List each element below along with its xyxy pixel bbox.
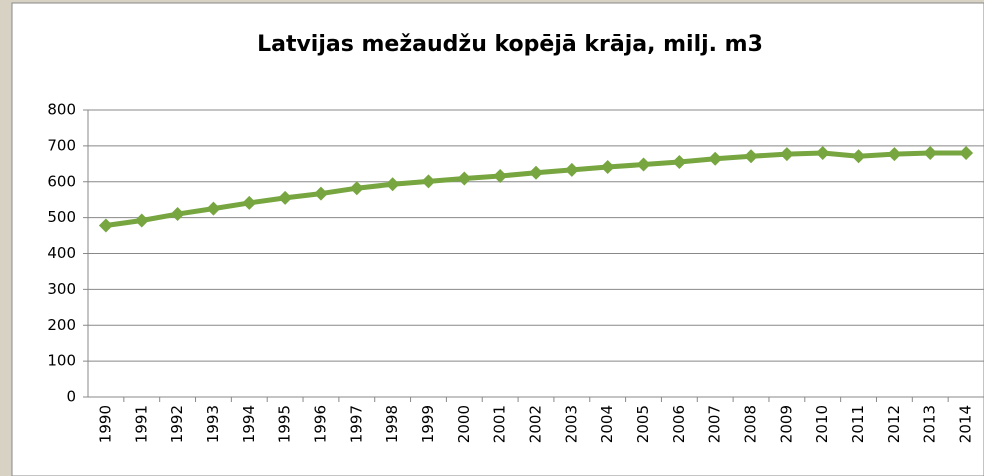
x-tick-label: 1995 bbox=[276, 405, 294, 443]
marker bbox=[242, 195, 257, 210]
x-tick-label: 2004 bbox=[598, 405, 616, 443]
x-tick-label: 1991 bbox=[132, 405, 150, 443]
x-tick-label: 1997 bbox=[347, 405, 365, 443]
marker bbox=[385, 177, 400, 192]
x-tick-label: 2002 bbox=[527, 405, 545, 443]
marker bbox=[529, 165, 543, 180]
x-tick-label: 1999 bbox=[419, 405, 437, 443]
marker bbox=[887, 147, 902, 162]
marker bbox=[672, 155, 687, 170]
x-tick-label: 2003 bbox=[562, 405, 580, 443]
marker bbox=[278, 190, 293, 205]
x-tick-label: 2011 bbox=[849, 405, 867, 443]
x-tick-label: 2001 bbox=[491, 405, 509, 443]
x-tick-label: 1996 bbox=[311, 405, 329, 443]
y-tick-label: 0 bbox=[66, 388, 76, 406]
y-tick-label: 500 bbox=[47, 208, 76, 226]
x-tick-label: 1990 bbox=[96, 405, 114, 443]
x-tick-label: 2013 bbox=[921, 405, 939, 443]
marker bbox=[313, 186, 328, 201]
x-tick-label: 2012 bbox=[885, 405, 903, 443]
x-tick-label: 2008 bbox=[742, 405, 760, 443]
marker bbox=[564, 162, 579, 177]
chart-title: Latvijas mežaudžu kopējā krāja, milj. m3 bbox=[257, 32, 763, 57]
marker bbox=[779, 147, 794, 162]
marker bbox=[457, 171, 472, 186]
x-tick-label: 2000 bbox=[455, 405, 473, 443]
marker bbox=[493, 169, 508, 184]
y-tick-label: 400 bbox=[47, 244, 76, 262]
x-tick-label: 1998 bbox=[383, 405, 401, 443]
x-tick-label: 2009 bbox=[777, 405, 795, 443]
y-tick-label: 300 bbox=[47, 280, 76, 298]
marker bbox=[349, 181, 364, 196]
y-tick-label: 600 bbox=[47, 172, 76, 190]
x-tick-label: 1994 bbox=[240, 405, 258, 443]
marker bbox=[815, 146, 830, 161]
y-tick-label: 100 bbox=[47, 352, 76, 370]
marker bbox=[708, 151, 723, 166]
x-tick-label: 2010 bbox=[813, 405, 831, 443]
x-tick-label: 1992 bbox=[168, 405, 186, 443]
x-tick-label: 2007 bbox=[706, 405, 724, 443]
x-tick-label: 2014 bbox=[957, 405, 975, 443]
marker bbox=[959, 146, 974, 161]
x-tick-label: 2005 bbox=[634, 405, 652, 443]
marker bbox=[98, 218, 113, 233]
x-tick-label: 2006 bbox=[670, 405, 688, 443]
marker bbox=[170, 207, 185, 222]
marker bbox=[636, 157, 651, 172]
marker bbox=[923, 146, 938, 161]
marker bbox=[206, 201, 221, 216]
y-tick-label: 800 bbox=[47, 101, 76, 119]
y-tick-label: 200 bbox=[47, 316, 76, 334]
marker bbox=[134, 213, 149, 228]
marker bbox=[600, 160, 615, 175]
marker bbox=[744, 149, 759, 164]
marker bbox=[851, 149, 866, 164]
y-tick-label: 700 bbox=[47, 136, 76, 154]
marker bbox=[421, 174, 436, 189]
x-tick-label: 1993 bbox=[204, 405, 222, 443]
